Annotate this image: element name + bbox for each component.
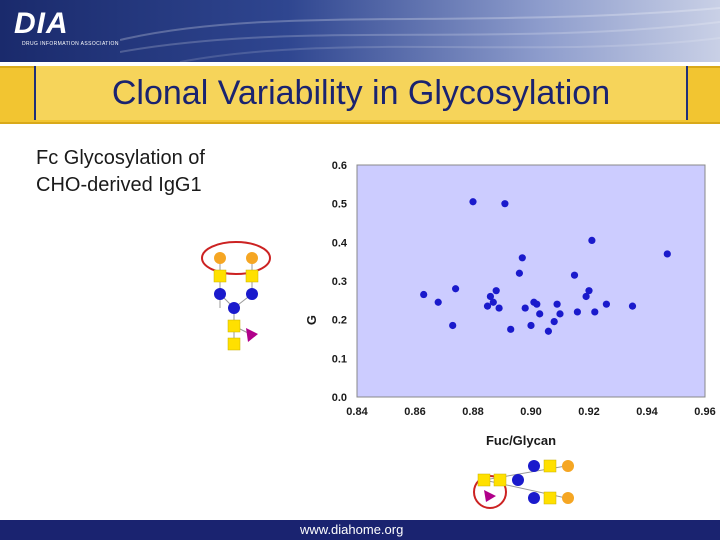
logo-text: DIA (14, 7, 69, 40)
logo-subtext: DRUG INFORMATION ASSOCIATION (22, 41, 119, 47)
glcnac-icon (543, 491, 557, 505)
data-point-18 (536, 310, 544, 318)
data-point-20 (550, 318, 558, 326)
glcnac-icon (477, 473, 491, 487)
x-tick-label: 0.90 (520, 406, 541, 418)
subtitle-line-2: CHO-derived IgG1 (36, 174, 202, 196)
data-point-29 (602, 300, 610, 308)
x-axis-label: Fuc/Glycan (486, 433, 556, 448)
data-point-24 (573, 308, 581, 316)
data-point-22 (556, 310, 564, 318)
data-points (420, 198, 671, 335)
y-tick-label: 0.6 (332, 160, 347, 172)
data-point-15 (527, 321, 535, 330)
x-tick-label: 0.92 (578, 406, 599, 418)
y-axis-label: G (304, 315, 319, 325)
y-tick-label: 0.4 (332, 237, 348, 249)
data-point-21 (553, 300, 561, 308)
data-point-28 (591, 308, 599, 316)
footer-url[interactable]: www.diahome.org (300, 522, 404, 537)
galactose-icon (214, 252, 226, 264)
y-tick-label: 0.1 (332, 353, 347, 365)
data-point-17 (533, 300, 541, 308)
data-point-7 (489, 298, 497, 306)
data-point-14 (521, 304, 529, 312)
x-tick-label: 0.94 (636, 406, 658, 418)
mannose-icon (528, 492, 540, 504)
x-tick-label: 0.86 (404, 406, 425, 418)
mannose-icon (214, 288, 226, 300)
scatter-chart: 0.84 0.86 0.88 0.90 0.92 0.94 0.96 0.00.10.20.… (304, 160, 716, 448)
data-point-27 (588, 236, 596, 244)
glcnac-icon (227, 337, 241, 351)
slide-title: Clonal Variability in Glycosylation (111, 73, 611, 112)
subtitle-line-1: Fc Glycosylation of (36, 147, 205, 169)
data-point-9 (495, 304, 503, 312)
y-axis-ticks: 0.0 0.1 0.2 0.3 0.4 0.5 0.6 (332, 160, 348, 404)
data-point-4 (469, 198, 477, 206)
mannose-icon (528, 460, 540, 472)
data-point-30 (628, 302, 637, 310)
data-point-3 (452, 285, 460, 293)
mannose-icon (246, 288, 258, 300)
mannose-icon (512, 474, 524, 486)
glycan-structure-horizontal (473, 459, 574, 509)
x-tick-label: 0.88 (462, 406, 483, 418)
galactose-icon (246, 252, 258, 264)
fucose-icon (246, 328, 258, 342)
data-point-1 (434, 298, 442, 306)
data-point-6 (486, 292, 494, 301)
x-tick-label: 0.84 (346, 406, 368, 418)
data-point-11 (507, 325, 515, 333)
glycan-structure-vertical (201, 241, 271, 351)
glcnac-icon (543, 459, 557, 473)
data-point-12 (515, 269, 523, 277)
y-tick-label: 0.5 (332, 199, 347, 211)
x-tick-label: 0.96 (694, 406, 715, 418)
y-tick-label: 0.2 (332, 315, 347, 327)
data-point-23 (570, 271, 579, 279)
slide-subtitle: Fc Glycosylation of CHO-derived IgG1 (36, 145, 205, 199)
data-point-26 (585, 287, 593, 295)
plot-area (356, 164, 706, 398)
galactose-icon (562, 492, 574, 504)
glcnac-icon (493, 473, 507, 487)
galactose-icon (562, 460, 574, 472)
data-point-5 (483, 302, 492, 310)
data-point-2 (449, 321, 457, 330)
data-point-31 (663, 250, 671, 258)
data-point-10 (501, 200, 509, 208)
title-box: Clonal Variability in Glycosylation (34, 66, 688, 120)
y-tick-label: 0.0 (332, 392, 347, 404)
data-point-19 (544, 327, 552, 335)
header-banner: DIA DRUG INFORMATION ASSOCIATION (0, 0, 720, 62)
dia-logo[interactable]: DIA DRUG INFORMATION ASSOCIATION (14, 7, 118, 52)
footer-bar (0, 520, 720, 540)
data-point-8 (492, 287, 500, 295)
header-swoosh (120, 7, 720, 62)
x-axis-ticks: 0.84 0.86 0.88 0.90 0.92 0.94 0.96 (346, 406, 715, 418)
fucose-icon (484, 490, 496, 502)
galactose-highlight-ring (201, 241, 271, 275)
mannose-icon (228, 302, 240, 314)
glcnac-icon (227, 319, 241, 333)
data-point-0 (420, 290, 428, 299)
y-tick-label: 0.3 (332, 276, 347, 288)
data-point-13 (518, 254, 526, 262)
glcnac-icon (245, 269, 259, 283)
glcnac-icon (213, 269, 227, 283)
data-point-25 (582, 292, 590, 301)
